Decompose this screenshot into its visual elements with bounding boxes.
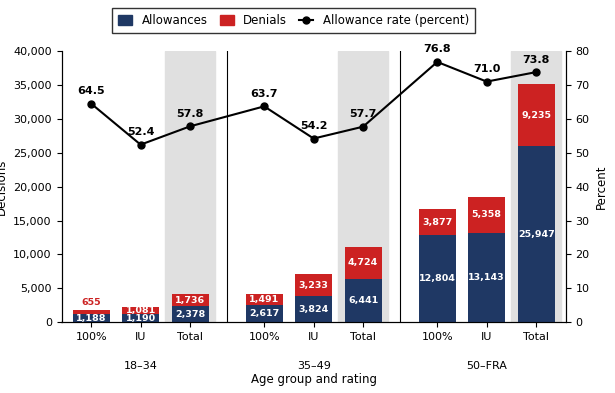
Text: 73.8: 73.8 bbox=[523, 55, 550, 64]
Bar bbox=[73, 310, 109, 314]
Text: 655: 655 bbox=[81, 298, 101, 307]
Text: 12,804: 12,804 bbox=[419, 274, 456, 283]
Bar bbox=[518, 84, 555, 146]
Text: 64.5: 64.5 bbox=[77, 86, 105, 96]
Text: 1,491: 1,491 bbox=[249, 295, 279, 304]
Text: 1,190: 1,190 bbox=[125, 314, 156, 323]
Text: 71.0: 71.0 bbox=[473, 64, 501, 74]
Text: 2,378: 2,378 bbox=[175, 310, 205, 319]
Bar bbox=[295, 274, 332, 296]
Bar bbox=[419, 235, 456, 322]
Text: 9,235: 9,235 bbox=[521, 110, 551, 119]
Text: 54.2: 54.2 bbox=[300, 121, 327, 131]
Bar bbox=[172, 294, 208, 306]
Text: 50–FRA: 50–FRA bbox=[466, 361, 507, 371]
Text: 52.4: 52.4 bbox=[127, 127, 154, 137]
Bar bbox=[419, 209, 456, 235]
Text: 1,188: 1,188 bbox=[76, 314, 106, 323]
Text: 57.7: 57.7 bbox=[349, 109, 377, 119]
Bar bbox=[172, 306, 208, 322]
Y-axis label: Percent: Percent bbox=[595, 164, 608, 209]
Bar bbox=[122, 314, 159, 322]
Text: 5,358: 5,358 bbox=[472, 211, 502, 220]
Bar bbox=[73, 314, 109, 322]
Bar bbox=[468, 233, 506, 322]
Bar bbox=[245, 305, 283, 322]
Bar bbox=[344, 246, 382, 279]
Text: 57.8: 57.8 bbox=[177, 109, 204, 119]
Text: 1,736: 1,736 bbox=[175, 296, 205, 305]
Bar bbox=[518, 146, 555, 322]
Text: 63.7: 63.7 bbox=[250, 89, 278, 99]
Bar bbox=[344, 279, 382, 322]
Legend: Allowances, Denials, Allowance rate (percent): Allowances, Denials, Allowance rate (per… bbox=[112, 8, 475, 33]
Text: 3,824: 3,824 bbox=[298, 305, 329, 314]
Text: 18–34: 18–34 bbox=[124, 361, 157, 371]
Bar bbox=[512, 51, 561, 322]
Bar bbox=[245, 294, 283, 305]
Bar bbox=[295, 296, 332, 322]
Text: 4,724: 4,724 bbox=[348, 258, 378, 267]
Y-axis label: Decisions: Decisions bbox=[0, 158, 7, 215]
Text: 2,617: 2,617 bbox=[249, 309, 279, 318]
X-axis label: Age group and rating: Age group and rating bbox=[251, 373, 376, 386]
Text: 13,143: 13,143 bbox=[469, 273, 505, 282]
Text: 76.8: 76.8 bbox=[424, 44, 451, 55]
Text: 35–49: 35–49 bbox=[296, 361, 331, 371]
Text: 25,947: 25,947 bbox=[518, 230, 555, 239]
Text: 1,081: 1,081 bbox=[125, 306, 156, 315]
Text: 3,233: 3,233 bbox=[299, 281, 328, 290]
Bar bbox=[165, 51, 215, 322]
Bar bbox=[338, 51, 388, 322]
Text: 3,877: 3,877 bbox=[422, 218, 453, 227]
Text: 6,441: 6,441 bbox=[348, 296, 378, 305]
Bar bbox=[122, 307, 159, 314]
Bar bbox=[468, 197, 506, 233]
